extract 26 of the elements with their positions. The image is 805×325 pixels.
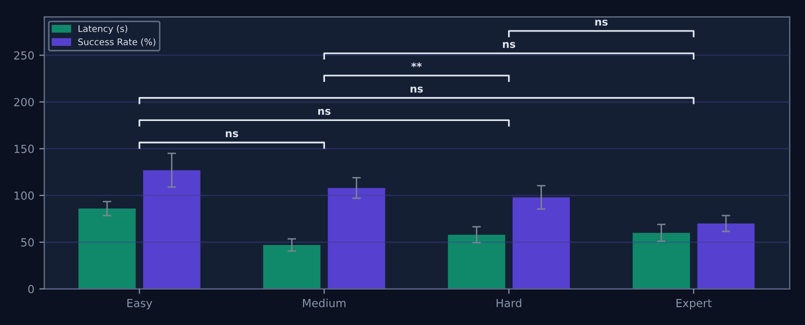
y-tick-label: 250 [14, 51, 34, 60]
x-tick-label: Easy [127, 298, 152, 310]
annotation: ns [318, 108, 330, 115]
bar [263, 244, 320, 289]
bar [143, 170, 200, 289]
bar [78, 208, 136, 289]
bar [632, 232, 690, 289]
annotation: ns [502, 42, 516, 48]
y-tick-label: 0 [28, 284, 34, 294]
y-tick-label: 50 [21, 238, 34, 247]
legend-label: Latency (s) [78, 25, 128, 34]
y-tick-label: 100 [14, 191, 34, 200]
annotation: ns [226, 131, 238, 138]
bar [328, 188, 386, 289]
y-tick-label: 200 [14, 98, 34, 106]
x-tick-label: Hard [496, 298, 522, 308]
annotation: ns [410, 86, 423, 93]
x-tick-label: Expert [676, 298, 712, 310]
annotation: ** [411, 62, 422, 68]
bar [697, 223, 755, 289]
bar [448, 234, 506, 289]
annotation: ns [595, 20, 608, 26]
x-tick-label: Medium [303, 298, 346, 308]
legend-label: Success Rate (%) [78, 38, 156, 46]
y-tick-label: 150 [14, 144, 34, 154]
bar [512, 197, 570, 289]
